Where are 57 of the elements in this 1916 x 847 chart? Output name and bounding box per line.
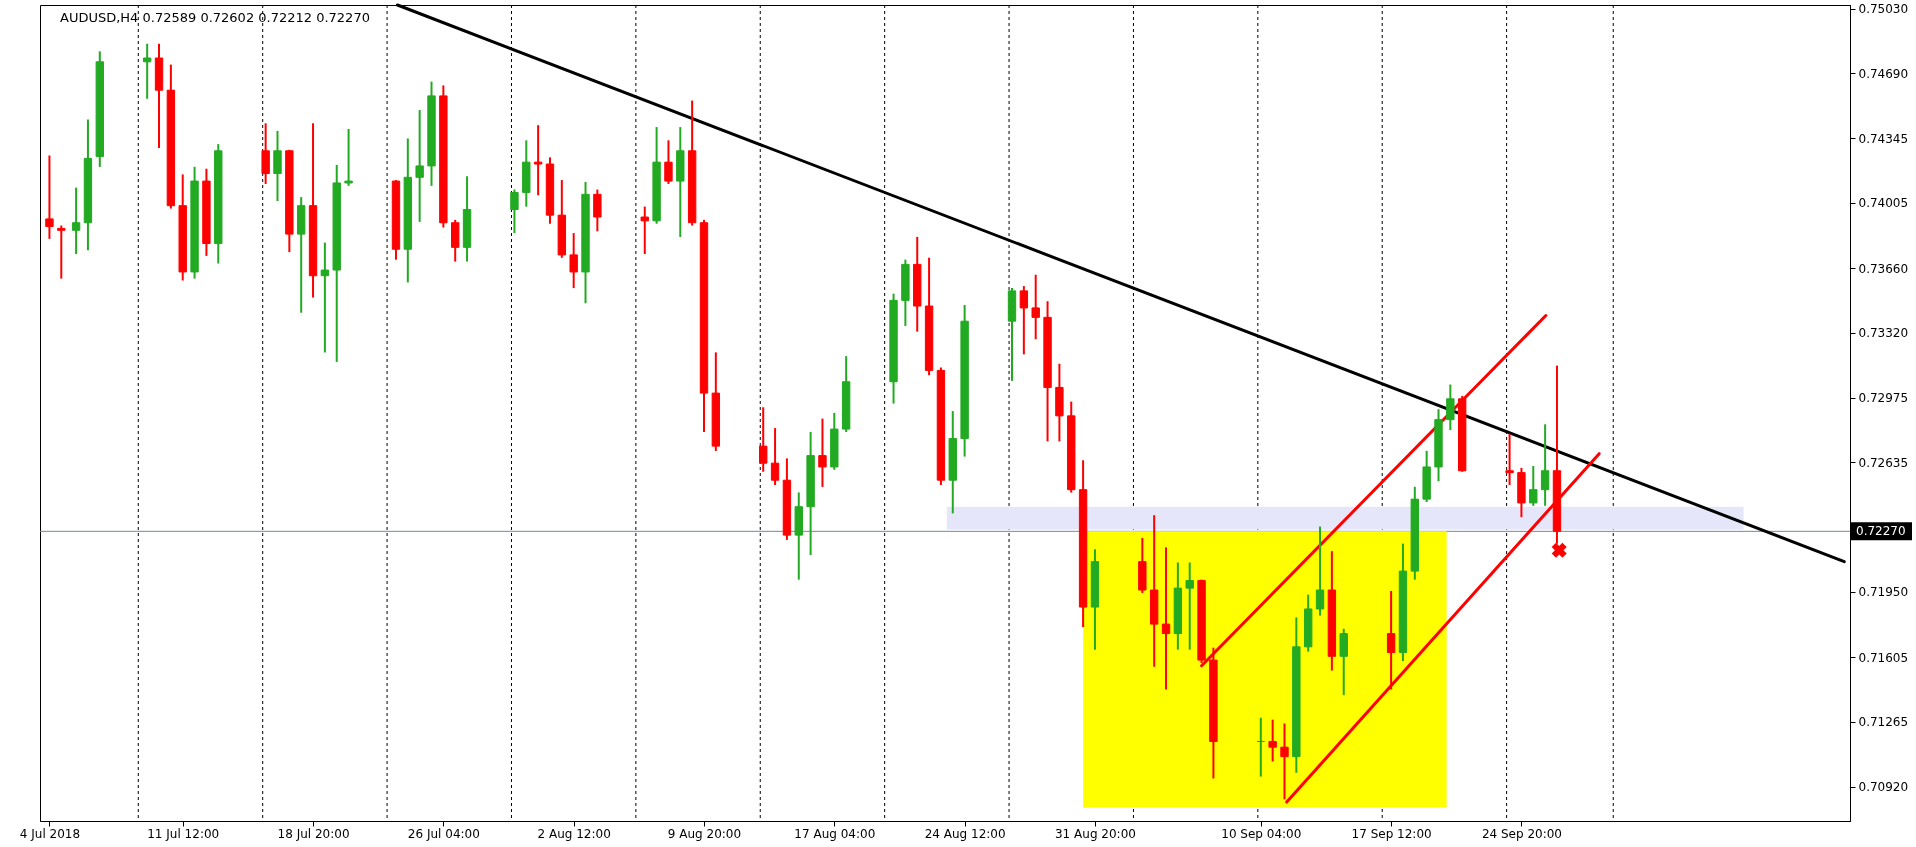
candlestick bbox=[759, 407, 768, 472]
x-tick-label: 24 Sep 20:00 bbox=[1481, 826, 1562, 841]
candlestick bbox=[142, 43, 152, 99]
candlestick bbox=[664, 140, 673, 184]
candlestick bbox=[1161, 547, 1171, 690]
x-tick-label: 11 Jul 12:00 bbox=[147, 826, 220, 841]
candlestick bbox=[1315, 526, 1325, 616]
candlestick bbox=[1540, 424, 1550, 506]
candlestick bbox=[640, 206, 649, 255]
x-tick-label: 17 Sep 12:00 bbox=[1351, 826, 1432, 841]
candlestick bbox=[45, 155, 54, 239]
candlestick bbox=[1031, 274, 1040, 340]
candlestick bbox=[344, 128, 353, 186]
candlestick bbox=[1019, 286, 1029, 355]
candlestick bbox=[1185, 562, 1194, 650]
x-tick-label: 18 Jul 20:00 bbox=[277, 826, 350, 841]
chart-title: AUDUSD,H4 0.72589 0.72602 0.72212 0.72270 bbox=[60, 10, 370, 25]
y-tick-label: 0.72635 bbox=[1858, 455, 1909, 470]
candlestick bbox=[415, 110, 424, 222]
y-tick-label: 0.71605 bbox=[1858, 650, 1909, 665]
candlestick bbox=[1529, 465, 1538, 506]
y-tick-label: 0.74690 bbox=[1858, 66, 1909, 81]
y-tick-label: 0.71265 bbox=[1858, 715, 1909, 730]
y-tick-label: 0.71950 bbox=[1858, 585, 1909, 600]
x-tick-label: 17 Aug 04:00 bbox=[794, 826, 876, 841]
x-tick-label: 4 Jul 2018 bbox=[19, 826, 81, 841]
candlestick bbox=[818, 418, 827, 487]
candlestick bbox=[1268, 719, 1277, 762]
x-tick-label: 24 Aug 12:00 bbox=[924, 826, 1006, 841]
candlestick bbox=[1386, 590, 1396, 690]
x-tick-label: 9 Aug 20:00 bbox=[667, 826, 742, 841]
y-tick-label: 0.74005 bbox=[1858, 196, 1909, 211]
candlestick bbox=[533, 125, 543, 196]
x-tick-label: 26 Jul 04:00 bbox=[407, 826, 480, 841]
y-tick-label: 0.70920 bbox=[1858, 780, 1909, 795]
ref-line-label: 0.72270 bbox=[1856, 524, 1906, 539]
candlestick bbox=[57, 225, 66, 279]
y-tick-label: 0.75030 bbox=[1858, 2, 1909, 17]
candlestick bbox=[593, 189, 602, 232]
y-tick-label: 0.72975 bbox=[1858, 391, 1909, 406]
candlestick bbox=[1280, 723, 1289, 800]
candlestick bbox=[1339, 628, 1348, 696]
candlestick bbox=[1505, 433, 1514, 485]
candlestick bbox=[510, 189, 519, 234]
y-tick-label: 0.74345 bbox=[1858, 131, 1909, 146]
candlestick bbox=[261, 123, 270, 184]
candlestick bbox=[569, 233, 578, 289]
x-tick-label: 10 Sep 04:00 bbox=[1221, 826, 1302, 841]
candlestick bbox=[71, 187, 81, 255]
candlestick bbox=[320, 242, 330, 353]
y-tick-label: 0.73320 bbox=[1858, 326, 1909, 341]
y-tick-label: 0.73660 bbox=[1858, 261, 1909, 276]
candlestick bbox=[770, 428, 780, 485]
x-tick-label: 2 Aug 12:00 bbox=[537, 826, 611, 841]
x-tick-label: 31 Aug 20:00 bbox=[1054, 826, 1136, 841]
candlestick bbox=[1446, 384, 1455, 431]
candlestick bbox=[273, 130, 282, 202]
